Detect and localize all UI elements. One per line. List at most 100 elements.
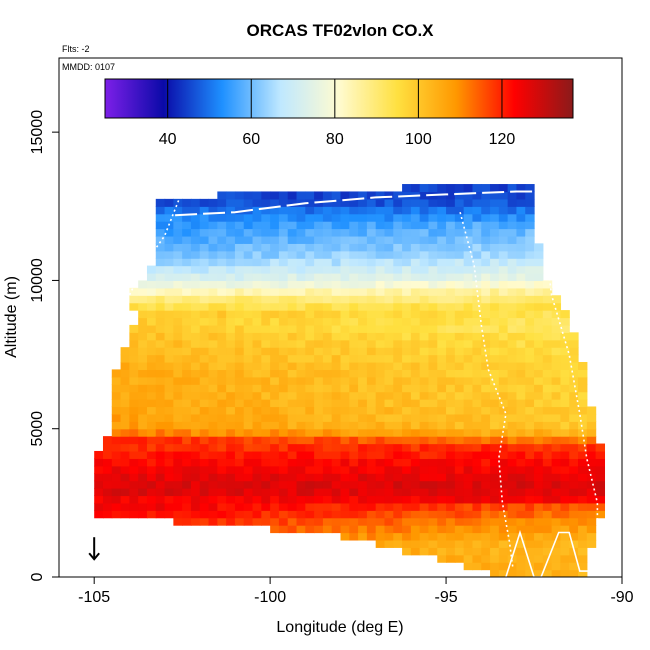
heatmap-cell [498, 413, 509, 422]
heatmap-cell [366, 369, 377, 378]
heatmap-cell [340, 525, 350, 534]
heatmap-cell [340, 287, 350, 296]
heatmap-cell [314, 191, 324, 200]
heatmap-cell [208, 510, 218, 519]
heatmap-cell [146, 332, 157, 341]
heatmap-cell [173, 228, 183, 237]
heatmap-cell [314, 376, 324, 385]
heatmap-cell [173, 265, 183, 274]
heatmap-cell [507, 369, 518, 378]
heatmap-cell [463, 369, 474, 378]
heatmap-cell [252, 488, 262, 497]
heatmap-cell [534, 399, 544, 408]
heatmap-cell [226, 310, 236, 319]
heatmap-cell [507, 339, 518, 348]
heatmap-cell [498, 310, 509, 319]
heatmap-cell [234, 310, 245, 319]
heatmap-cell [384, 361, 394, 370]
heatmap-cell [164, 458, 174, 467]
heatmap-cell [463, 502, 474, 511]
heatmap-cell [578, 443, 588, 452]
heatmap-cell [252, 354, 262, 363]
heatmap-cell [305, 517, 315, 526]
heatmap-cell [366, 443, 377, 452]
heatmap-cell [454, 354, 465, 363]
heatmap-cell [393, 243, 403, 252]
heatmap-cell [278, 480, 289, 489]
heatmap-cell [410, 228, 421, 237]
heatmap-cell [349, 488, 359, 497]
heatmap-cell [252, 480, 262, 489]
heatmap-cell [182, 235, 192, 244]
heatmap-cell [551, 413, 562, 422]
heatmap-cell [490, 361, 500, 370]
heatmap-cell [481, 243, 491, 252]
flight-tracks [89, 190, 599, 577]
heatmap-cell [261, 510, 271, 519]
heatmap-cell [261, 332, 271, 341]
heatmap-cell [120, 502, 130, 511]
heatmap-cell [322, 273, 333, 282]
heatmap-cell [358, 361, 368, 370]
heatmap-cell [516, 443, 526, 452]
heatmap-cell [243, 510, 254, 519]
heatmap-cell [173, 473, 183, 482]
heatmap-cell [331, 525, 342, 534]
heatmap-cell [138, 458, 148, 467]
heatmap-cell [463, 406, 474, 415]
heatmap-cell [234, 517, 245, 526]
heatmap-cell [349, 302, 359, 311]
heatmap-cell [490, 265, 500, 274]
heatmap-cell [498, 399, 509, 408]
heatmap-cell [155, 310, 166, 319]
heatmap-cell [454, 554, 465, 563]
heatmap-cell [366, 517, 377, 526]
heatmap-cell [498, 376, 509, 385]
heatmap-cell [226, 354, 236, 363]
heatmap-cell [252, 243, 262, 252]
heatmap-cell [551, 554, 562, 563]
heatmap-cell [534, 339, 544, 348]
heatmap-cell [384, 369, 394, 378]
heatmap-cell [472, 376, 482, 385]
heatmap-cell [428, 347, 438, 356]
heatmap-cell [410, 258, 421, 267]
heatmap-cell [208, 228, 218, 237]
heatmap-cell [366, 502, 377, 511]
heatmap-cell [305, 480, 315, 489]
heatmap-cell [569, 525, 579, 534]
heatmap-cell [331, 376, 342, 385]
heatmap-cell [296, 221, 306, 230]
heatmap-cell [182, 310, 192, 319]
heatmap-cell [305, 235, 315, 244]
heatmap-cell [252, 361, 262, 370]
heatmap-cell [173, 376, 183, 385]
heatmap-cell [146, 495, 157, 504]
heatmap-cell [516, 339, 526, 348]
heatmap-cell [243, 310, 254, 319]
heatmap-cell [437, 465, 447, 474]
heatmap-cell [278, 525, 289, 534]
heatmap-cell [481, 302, 491, 311]
heatmap-cell [437, 413, 447, 422]
heatmap-cell [454, 406, 465, 415]
heatmap-cell [366, 191, 377, 200]
heatmap-cell [542, 525, 553, 534]
heatmap-cell [454, 347, 465, 356]
y-axis-label: Altitude (m) [3, 276, 20, 358]
heatmap-cell [173, 436, 183, 445]
heatmap-cell [384, 258, 394, 267]
heatmap-cell [182, 324, 192, 333]
heatmap-cell [428, 413, 438, 422]
heatmap-cell [419, 502, 430, 511]
heatmap-cell [296, 450, 306, 459]
heatmap-cell [437, 287, 447, 296]
heatmap-cell [208, 421, 218, 430]
heatmap-cell [278, 502, 289, 511]
heatmap-cell [525, 547, 535, 556]
heatmap-cell [446, 421, 456, 430]
heatmap-cell [498, 235, 509, 244]
heatmap-cell [120, 495, 130, 504]
heatmap-cell [217, 273, 227, 282]
heatmap-cell [296, 235, 306, 244]
